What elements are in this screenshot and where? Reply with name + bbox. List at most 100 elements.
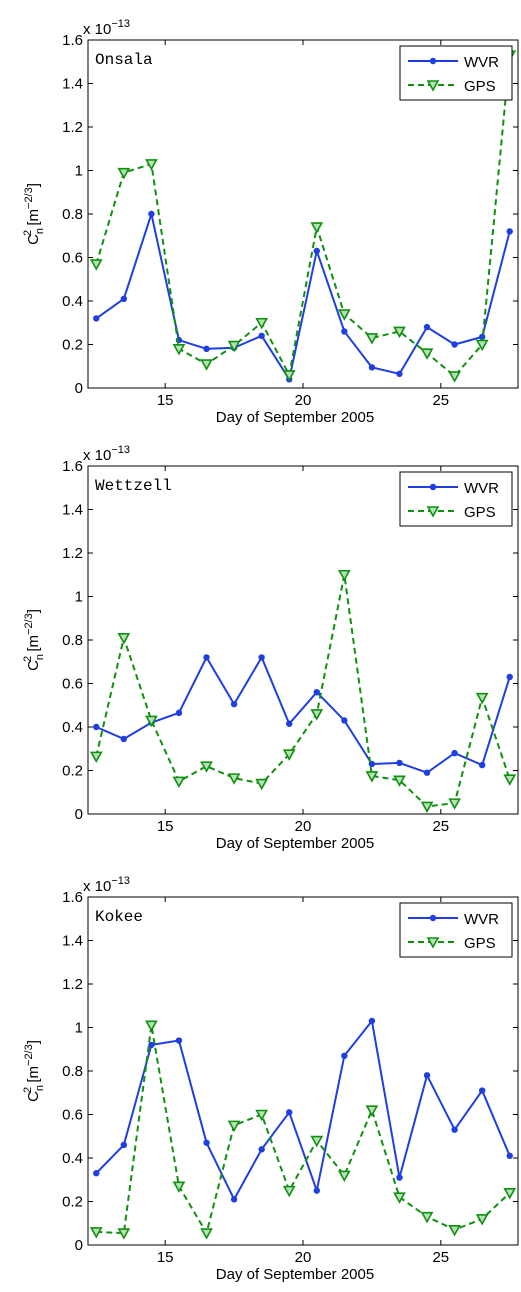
marker [313, 689, 320, 696]
y-tick-label: 0 [75, 806, 83, 823]
multiplier-exponent: −13 [111, 18, 130, 30]
marker [258, 332, 265, 339]
marker [429, 914, 437, 922]
x-tick-label: 15 [157, 1249, 174, 1266]
y-tick-label: 0.2 [62, 1194, 83, 1211]
marker [89, 1227, 103, 1239]
multiplier-exponent: −13 [111, 444, 130, 456]
y-axis-label: Cn2 [m−2/3] [22, 183, 46, 245]
y-axis-label-part: C [25, 660, 42, 671]
marker [337, 569, 351, 582]
marker [200, 761, 213, 773]
y-tick-label: 1.4 [62, 76, 83, 93]
marker [286, 720, 293, 727]
y-tick-label: 0.4 [62, 719, 83, 736]
y-tick-label: 0.8 [62, 1063, 83, 1080]
axis-multiplier: x 10−13 [83, 444, 130, 464]
marker [89, 751, 103, 764]
marker [145, 715, 158, 728]
marker [120, 735, 128, 743]
marker [282, 1185, 296, 1198]
marker [475, 339, 489, 352]
marker [282, 749, 296, 761]
x-tick-label: 20 [295, 818, 312, 835]
panel-title: Wettzell [95, 477, 172, 495]
y-tick-label: 0.6 [62, 250, 83, 267]
marker [420, 1211, 434, 1224]
marker [258, 1146, 265, 1153]
panel-title: Onsala [95, 51, 153, 69]
y-tick-label: 1 [75, 163, 83, 180]
marker [117, 167, 131, 180]
marker [429, 483, 437, 491]
marker [396, 1174, 403, 1181]
marker [117, 1228, 131, 1240]
x-tick-label: 25 [432, 392, 449, 409]
marker [258, 654, 265, 661]
y-axis-label-part: n [34, 654, 46, 660]
multiplier-base: x 10 [83, 21, 111, 38]
marker [396, 759, 403, 767]
marker [393, 326, 406, 339]
marker [393, 775, 406, 787]
series-line [95, 210, 511, 382]
marker [120, 1141, 128, 1149]
y-tick-label: 0 [75, 1237, 83, 1254]
marker [310, 222, 324, 234]
series-line [95, 1018, 511, 1202]
marker [423, 769, 431, 776]
y-axis-label-part: [m [25, 1066, 42, 1087]
marker [448, 1224, 461, 1237]
series-line [96, 1025, 511, 1236]
marker [426, 937, 440, 949]
panel-title: Kokee [95, 908, 143, 926]
x-tick-label: 20 [295, 392, 312, 409]
y-tick-label: 0.2 [62, 763, 83, 780]
marker [393, 1192, 406, 1204]
marker [227, 1120, 241, 1133]
marker [337, 1170, 351, 1183]
marker [172, 776, 186, 789]
marker [506, 1152, 513, 1160]
marker [172, 1181, 186, 1193]
marker [475, 692, 489, 705]
x-axis-label: Day of September 2005 [216, 409, 374, 426]
marker [426, 506, 440, 518]
marker [365, 1105, 379, 1117]
marker [227, 340, 241, 353]
marker [448, 798, 461, 810]
legend-box [399, 45, 513, 101]
marker [148, 1041, 155, 1049]
y-axis-label-part: C [25, 1091, 42, 1102]
y-axis-label-part: 2 [22, 656, 34, 662]
y-tick-label: 1.6 [62, 32, 83, 49]
x-axis-label: Day of September 2005 [216, 1266, 374, 1283]
x-tick-label: 20 [295, 1249, 312, 1266]
marker [396, 370, 403, 378]
y-tick-label: 0.6 [62, 676, 83, 693]
y-axis-label-part: ] [25, 183, 42, 187]
marker [230, 700, 238, 708]
marker [203, 1139, 210, 1146]
marker [341, 717, 348, 724]
y-axis-label-part: [m [25, 635, 42, 656]
y-tick-label: 1.4 [62, 933, 83, 950]
marker [145, 159, 158, 171]
legend-label: GPS [464, 78, 496, 95]
x-tick-label: 25 [432, 818, 449, 835]
series-line [95, 655, 511, 774]
marker [175, 1037, 183, 1044]
marker [117, 633, 131, 645]
y-tick-label: 1 [75, 589, 83, 606]
x-tick-label: 25 [432, 1249, 449, 1266]
marker [368, 1017, 376, 1025]
marker [203, 654, 210, 661]
marker [506, 228, 513, 235]
y-tick-label: 1.2 [62, 545, 83, 562]
y-axis-label-part: C [25, 234, 42, 245]
y-axis-label-part: ] [25, 609, 42, 613]
marker [230, 1196, 238, 1203]
y-tick-label: 1.6 [62, 889, 83, 906]
